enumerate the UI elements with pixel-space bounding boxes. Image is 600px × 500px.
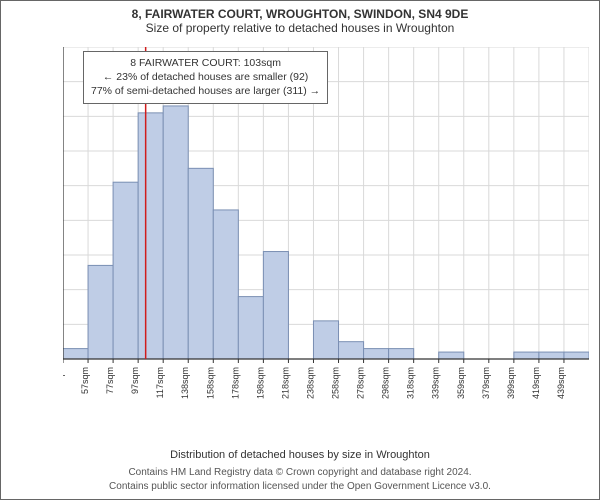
svg-text:37sqm: 37sqm xyxy=(63,367,65,394)
svg-text:97sqm: 97sqm xyxy=(130,367,140,394)
svg-text:138sqm: 138sqm xyxy=(180,367,190,399)
x-axis-label: Distribution of detached houses by size … xyxy=(1,449,599,461)
annotation-box: 8 FAIRWATER COURT: 103sqm ← 23% of detac… xyxy=(83,51,328,104)
svg-text:198sqm: 198sqm xyxy=(255,367,265,399)
annot-line1: 8 FAIRWATER COURT: 103sqm xyxy=(91,56,320,70)
svg-text:238sqm: 238sqm xyxy=(305,367,315,399)
footer-line1: Contains HM Land Registry data © Crown c… xyxy=(1,466,599,480)
svg-text:439sqm: 439sqm xyxy=(556,367,566,399)
annot-line2: ← 23% of detached houses are smaller (92… xyxy=(91,70,320,84)
svg-text:298sqm: 298sqm xyxy=(381,367,391,399)
svg-text:258sqm: 258sqm xyxy=(331,367,341,399)
chart-frame: 8, FAIRWATER COURT, WROUGHTON, SWINDON, … xyxy=(0,0,600,500)
svg-text:359sqm: 359sqm xyxy=(456,367,466,399)
svg-text:178sqm: 178sqm xyxy=(230,367,240,399)
svg-text:379sqm: 379sqm xyxy=(481,367,491,399)
title-block: 8, FAIRWATER COURT, WROUGHTON, SWINDON, … xyxy=(1,1,599,35)
svg-text:399sqm: 399sqm xyxy=(506,367,516,399)
annot-line3: 77% of semi-detached houses are larger (… xyxy=(91,84,320,98)
svg-text:77sqm: 77sqm xyxy=(105,367,115,394)
plot-area: 8 FAIRWATER COURT: 103sqm ← 23% of detac… xyxy=(63,47,589,403)
footer-block: Contains HM Land Registry data © Crown c… xyxy=(1,466,599,493)
svg-text:158sqm: 158sqm xyxy=(205,367,215,399)
svg-text:218sqm: 218sqm xyxy=(280,367,290,399)
svg-text:117sqm: 117sqm xyxy=(155,367,165,398)
svg-text:339sqm: 339sqm xyxy=(431,367,441,399)
footer-line2: Contains public sector information licen… xyxy=(1,480,599,494)
title-line2: Size of property relative to detached ho… xyxy=(1,21,599,35)
svg-text:57sqm: 57sqm xyxy=(80,367,90,394)
svg-text:278sqm: 278sqm xyxy=(356,367,366,399)
svg-text:419sqm: 419sqm xyxy=(531,367,541,399)
title-line1: 8, FAIRWATER COURT, WROUGHTON, SWINDON, … xyxy=(1,7,599,21)
svg-text:318sqm: 318sqm xyxy=(406,367,416,399)
